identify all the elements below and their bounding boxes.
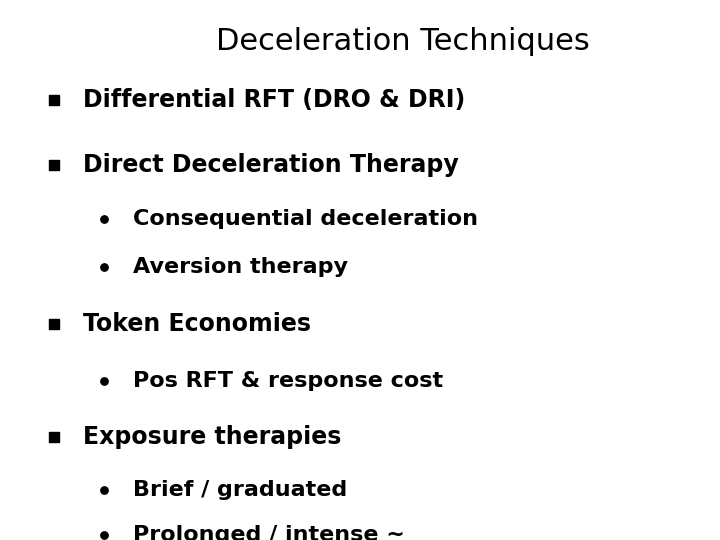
Text: Direct Deceleration Therapy: Direct Deceleration Therapy [83,153,459,177]
Point [99,530,110,539]
Point [99,214,110,223]
Text: Aversion therapy: Aversion therapy [133,257,348,278]
Text: Prolonged / intense ~: Prolonged / intense ~ [133,524,405,540]
Text: Pos RFT & response cost: Pos RFT & response cost [133,370,444,391]
Point [99,376,110,385]
Point [48,433,60,442]
Text: Deceleration Techniques: Deceleration Techniques [216,27,590,56]
Point [48,96,60,104]
Text: Exposure therapies: Exposure therapies [83,426,341,449]
Text: Differential RFT (DRO & DRI): Differential RFT (DRO & DRI) [83,88,465,112]
Point [99,485,110,494]
Point [48,320,60,328]
Text: Brief / graduated: Brief / graduated [133,480,348,500]
Text: Consequential deceleration: Consequential deceleration [133,208,478,229]
Point [48,160,60,169]
Text: Token Economies: Token Economies [83,312,311,336]
Point [99,263,110,272]
